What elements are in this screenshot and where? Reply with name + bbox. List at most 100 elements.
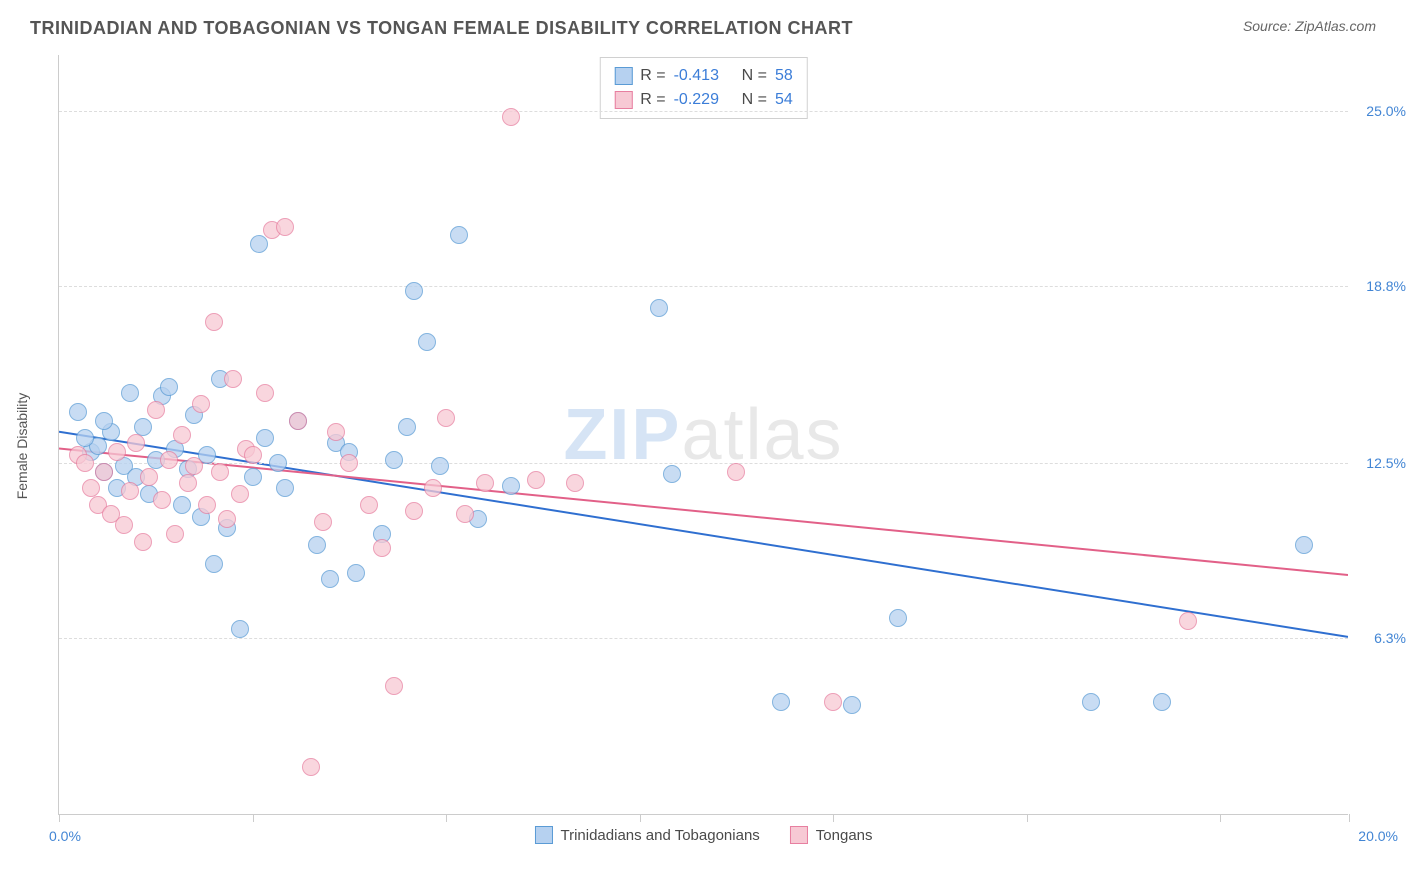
data-point [527,471,545,489]
data-point [1179,612,1197,630]
data-point [418,333,436,351]
chart-title: TRINIDADIAN AND TOBAGONIAN VS TONGAN FEM… [30,18,853,39]
stats-legend-box: R = -0.413 N = 58 R = -0.229 N = 54 [599,57,807,119]
data-point [650,299,668,317]
data-point [82,479,100,497]
r-label: R = [640,64,665,88]
data-point [431,457,449,475]
data-point [95,463,113,481]
legend-swatch [614,91,632,109]
n-value: 58 [775,64,793,88]
data-point [385,677,403,695]
data-point [173,496,191,514]
data-point [231,620,249,638]
data-point [140,468,158,486]
n-label: N = [742,64,767,88]
data-point [256,429,274,447]
data-point [889,609,907,627]
data-point [1082,693,1100,711]
data-point [185,457,203,475]
source-attribution: Source: ZipAtlas.com [1243,18,1376,34]
x-tick [1220,814,1221,822]
n-value: 54 [775,88,793,112]
data-point [108,443,126,461]
data-point [843,696,861,714]
stats-legend-row: R = -0.229 N = 54 [614,88,792,112]
data-point [385,451,403,469]
data-point [398,418,416,436]
r-value: -0.229 [674,88,734,112]
data-point [405,502,423,520]
data-point [76,429,94,447]
data-point [772,693,790,711]
data-point [276,479,294,497]
data-point [502,108,520,126]
data-point [134,533,152,551]
data-point [160,451,178,469]
x-tick [59,814,60,822]
legend-swatch [790,826,808,844]
data-point [424,479,442,497]
data-point [405,282,423,300]
data-point [173,426,191,444]
x-tick [253,814,254,822]
legend-item: Trinidadians and Tobagonians [534,826,759,844]
legend-swatch [534,826,552,844]
r-value: -0.413 [674,64,734,88]
data-point [244,446,262,464]
x-tick [833,814,834,822]
legend-series-name: Trinidadians and Tobagonians [560,827,759,844]
data-point [179,474,197,492]
gridline [59,638,1348,639]
data-point [121,482,139,500]
data-point [727,463,745,481]
data-point [115,516,133,534]
data-point [76,454,94,472]
data-point [502,477,520,495]
data-point [824,693,842,711]
y-axis-label: Female Disability [14,393,30,500]
data-point [347,564,365,582]
data-point [231,485,249,503]
data-point [166,525,184,543]
data-point [269,454,287,472]
n-label: N = [742,88,767,112]
legend-item: Tongans [790,826,873,844]
stats-legend-row: R = -0.413 N = 58 [614,64,792,88]
data-point [69,403,87,421]
data-point [476,474,494,492]
y-tick-label: 18.8% [1356,278,1406,294]
data-point [95,412,113,430]
data-point [663,465,681,483]
series-legend: Trinidadians and Tobagonians Tongans [534,826,872,844]
data-point [153,491,171,509]
data-point [1295,536,1313,554]
data-point [192,395,210,413]
data-point [373,539,391,557]
r-label: R = [640,88,665,112]
data-point [205,555,223,573]
data-point [314,513,332,531]
data-point [127,434,145,452]
data-point [308,536,326,554]
x-tick [1349,814,1350,822]
data-point [276,218,294,236]
data-point [224,370,242,388]
data-point [321,570,339,588]
x-tick [640,814,641,822]
chart-plot-area: ZIPatlas R =-0.413N =58R =-0.229N =54 Tr… [58,55,1348,815]
y-tick-label: 25.0% [1356,103,1406,119]
data-point [244,468,262,486]
y-tick-label: 12.5% [1356,455,1406,471]
gridline [59,286,1348,287]
data-point [147,401,165,419]
data-point [340,454,358,472]
y-tick-label: 6.3% [1356,630,1406,646]
data-point [121,384,139,402]
data-point [256,384,274,402]
gridline [59,111,1348,112]
data-point [437,409,455,427]
data-point [198,496,216,514]
data-point [218,510,236,528]
data-point [1153,693,1171,711]
